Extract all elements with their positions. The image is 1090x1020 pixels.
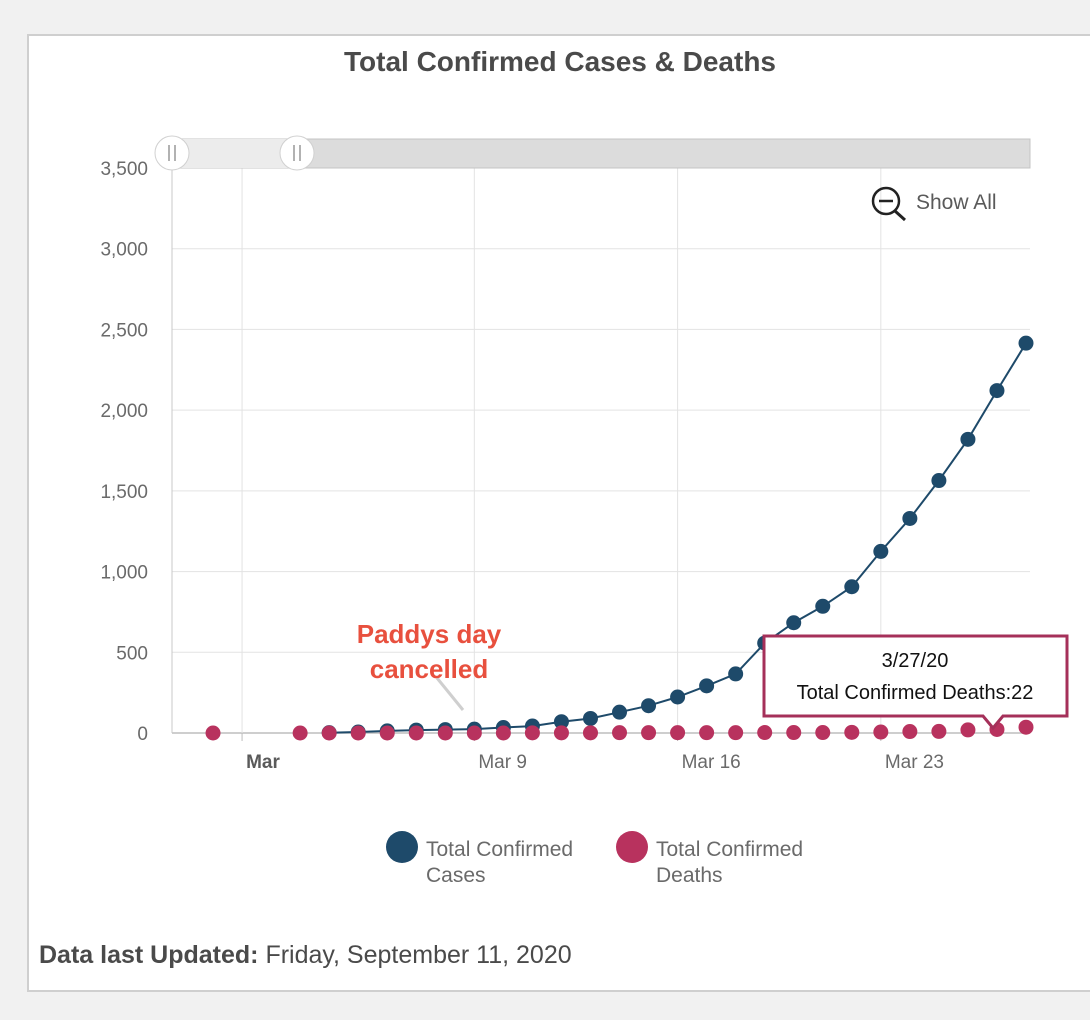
- deaths-point[interactable]: [292, 725, 308, 741]
- navigator-track[interactable]: [171, 138, 1031, 169]
- y-tick-label: 2,500: [100, 320, 148, 341]
- deaths-point[interactable]: [699, 725, 715, 741]
- cases-point[interactable]: [728, 666, 744, 682]
- cases-point[interactable]: [670, 689, 686, 705]
- deaths-point[interactable]: [582, 725, 598, 741]
- legend: Total Confirmed Cases Total Confirmed Death…: [386, 831, 803, 887]
- cases-point[interactable]: [582, 710, 598, 726]
- show-all-button[interactable]: Show All: [871, 186, 997, 222]
- tooltip: 3/27/20 Total Confirmed Deaths:22: [762, 634, 1069, 731]
- y-tick-label: 3,500: [100, 159, 148, 180]
- deaths-point[interactable]: [350, 725, 366, 741]
- cases-point[interactable]: [960, 431, 976, 447]
- deaths-point[interactable]: [321, 725, 337, 741]
- show-all-label: Show All: [916, 191, 997, 214]
- legend-marker[interactable]: [386, 831, 418, 863]
- tooltip-date: 3/27/20: [882, 650, 949, 672]
- deaths-point[interactable]: [553, 725, 569, 741]
- y-tick-label: 1,500: [100, 482, 148, 503]
- tooltip-value: Total Confirmed Deaths:22: [797, 682, 1034, 704]
- y-tick-label: 2,000: [100, 401, 148, 422]
- deaths-point[interactable]: [379, 725, 395, 741]
- legend-label[interactable]: Deaths: [656, 864, 723, 887]
- cases-point[interactable]: [641, 698, 657, 714]
- deaths-point[interactable]: [524, 725, 540, 741]
- legend-label[interactable]: Cases: [426, 864, 486, 887]
- cases-point[interactable]: [873, 543, 889, 559]
- deaths-point[interactable]: [670, 725, 686, 741]
- deaths-point[interactable]: [873, 724, 889, 740]
- deaths-point[interactable]: [205, 725, 221, 741]
- y-tick-label: 3,000: [100, 240, 148, 261]
- deaths-point[interactable]: [1018, 719, 1034, 735]
- deaths-point[interactable]: [815, 725, 831, 741]
- cases-point[interactable]: [1018, 335, 1034, 351]
- chart-title: Total Confirmed Cases & Deaths: [343, 46, 777, 77]
- tooltip-box: [762, 634, 1069, 731]
- navigator-left-handle[interactable]: [154, 135, 190, 171]
- annotation-line-2: cancelled: [370, 654, 489, 684]
- deaths-point[interactable]: [728, 725, 744, 741]
- last-updated-label: Data last Updated:: [39, 941, 259, 969]
- cases-point[interactable]: [553, 714, 569, 730]
- x-tick-label: Mar 16: [682, 752, 741, 773]
- range-navigator[interactable]: [154, 135, 1031, 171]
- last-updated: Data last Updated: Friday, September 11,…: [39, 941, 572, 970]
- cases-point[interactable]: [815, 598, 831, 614]
- deaths-point[interactable]: [931, 723, 947, 739]
- cases-point[interactable]: [844, 579, 860, 595]
- legend-label[interactable]: Total Confirmed: [656, 838, 803, 861]
- cases-point[interactable]: [612, 704, 628, 720]
- y-tick-label: 0: [137, 724, 148, 745]
- deaths-point[interactable]: [612, 725, 628, 741]
- x-tick-label: Mar 23: [885, 752, 944, 773]
- deaths-point[interactable]: [495, 725, 511, 741]
- navigator-right-handle[interactable]: [279, 135, 315, 171]
- cases-point[interactable]: [931, 473, 947, 489]
- annotation-line-1: Paddys day: [357, 619, 502, 649]
- y-tick-label: 500: [116, 643, 148, 664]
- annotation: Paddys day cancelled: [357, 619, 502, 711]
- deaths-point[interactable]: [757, 725, 773, 741]
- deaths-point[interactable]: [641, 725, 657, 741]
- legend-marker[interactable]: [616, 831, 648, 863]
- navigator-selection[interactable]: [172, 139, 297, 168]
- x-tick-label: Mar 9: [478, 752, 527, 773]
- deaths-point[interactable]: [466, 725, 482, 741]
- deaths-point[interactable]: [844, 724, 860, 740]
- last-updated-value: Friday, September 11, 2020: [265, 941, 572, 969]
- deaths-point[interactable]: [902, 724, 918, 740]
- cases-point[interactable]: [786, 615, 802, 631]
- y-axis: 0 500 1,000 1,500 2,000 2,500 3,000 3,500: [100, 159, 148, 745]
- deaths-point[interactable]: [408, 725, 424, 741]
- x-tick-label: Mar: [246, 752, 280, 773]
- zoom-out-icon: [871, 186, 907, 222]
- annotation-pointer: [435, 677, 465, 711]
- cases-point[interactable]: [699, 678, 715, 694]
- x-axis: Mar Mar 9 Mar 16 Mar 23: [246, 752, 944, 773]
- legend-label[interactable]: Total Confirmed: [426, 838, 573, 861]
- y-tick-label: 1,000: [100, 563, 148, 584]
- deaths-point[interactable]: [786, 725, 802, 741]
- deaths-point[interactable]: [960, 722, 976, 738]
- deaths-point[interactable]: [437, 725, 453, 741]
- cases-point[interactable]: [989, 383, 1005, 399]
- cases-point[interactable]: [902, 510, 918, 526]
